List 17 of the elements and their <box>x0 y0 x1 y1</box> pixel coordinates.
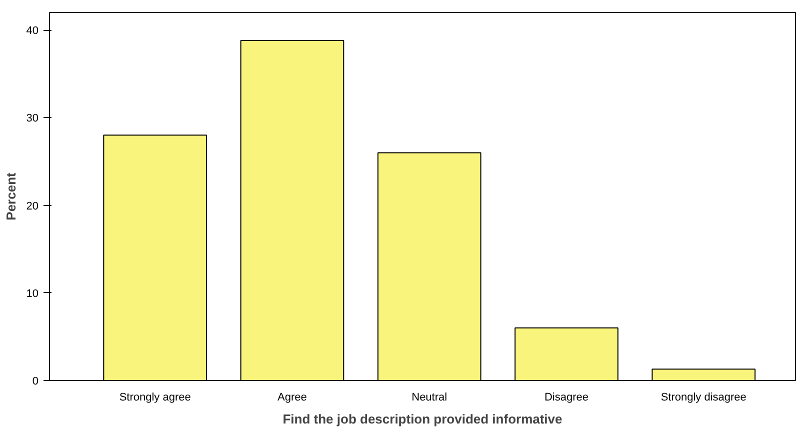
bar <box>514 327 618 380</box>
bar <box>377 152 482 380</box>
y-axis-title: Percent <box>3 172 18 220</box>
x-tick-label: Strongly disagree <box>660 392 746 404</box>
x-tick-label: Neutral <box>412 392 448 404</box>
bar <box>103 134 208 380</box>
y-tick-label: 20 <box>26 200 39 212</box>
x-tick-label: Disagree <box>544 392 589 404</box>
y-tick-label: 0 <box>32 376 39 388</box>
y-tick-label: 30 <box>26 112 39 125</box>
y-tick-label: 10 <box>26 288 39 300</box>
bar <box>240 40 344 380</box>
x-tick-label: Strongly agree <box>119 392 191 404</box>
bar <box>652 368 756 380</box>
y-tick-label: 40 <box>26 25 39 38</box>
x-tick-label: Agree <box>278 392 307 404</box>
x-axis-title: Find the job description provided informative <box>282 412 562 426</box>
